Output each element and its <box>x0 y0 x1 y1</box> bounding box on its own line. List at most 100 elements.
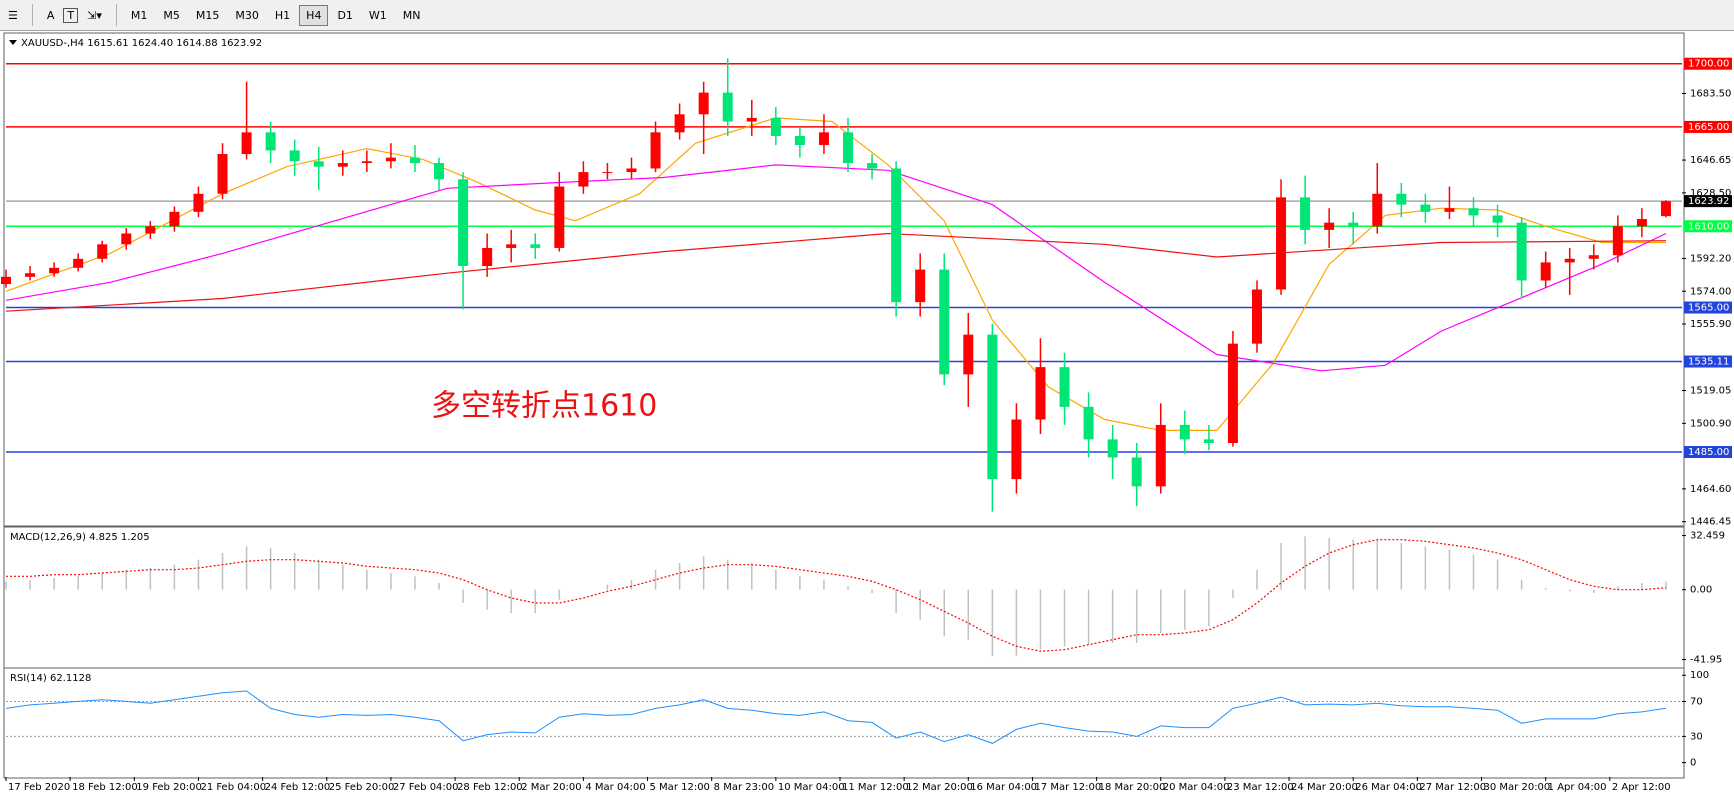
candle-body <box>25 273 36 277</box>
rsi-line <box>5 690 1667 744</box>
candle-body <box>1636 219 1647 227</box>
candle-body <box>1612 226 1623 256</box>
candle-body <box>843 132 854 164</box>
candle-body <box>530 244 541 248</box>
candle-body <box>602 172 613 174</box>
candle-body <box>626 168 637 173</box>
candle-body <box>1420 204 1431 212</box>
y-tick-label: 1628.50 <box>1690 188 1731 199</box>
macd-signal <box>6 539 1667 652</box>
candle-body <box>313 161 324 167</box>
x-tick-label: 1 Apr 04:00 <box>1548 782 1607 793</box>
x-tick-label: 5 Mar 12:00 <box>650 782 710 793</box>
candle-body <box>1083 406 1094 440</box>
candle-body <box>361 161 372 164</box>
candle-body <box>818 132 829 145</box>
label-tool[interactable]: T <box>63 7 79 23</box>
candle-body <box>674 114 685 133</box>
toolbar: ☰ A T ⇲▾ M1 M5 M15 M30 H1 H4 D1 W1 MN <box>0 0 1734 31</box>
candle-body <box>722 92 733 122</box>
shape-tool[interactable]: ⇲▾ <box>87 8 102 22</box>
timeframe-button[interactable]: M5 <box>163 8 180 22</box>
x-tick-label: 4 Mar 04:00 <box>585 782 645 793</box>
timeframe-button[interactable]: M15 <box>195 8 220 22</box>
candle-body <box>434 163 445 180</box>
timeframe-button[interactable]: W1 <box>368 8 387 22</box>
candle-body <box>554 186 565 248</box>
candle-body <box>1324 222 1335 230</box>
y-tick-label: 1446.45 <box>1690 517 1731 528</box>
candle-body <box>1011 419 1022 480</box>
pane-frame <box>3 526 1685 669</box>
candle-body <box>698 92 709 115</box>
timeframe-button[interactable]: M1 <box>130 8 148 22</box>
candle-body <box>506 244 517 248</box>
candle-body <box>265 132 276 151</box>
timeframe-button[interactable]: H1 <box>274 8 291 22</box>
menu-icon[interactable]: ☰ <box>8 8 18 22</box>
y-tick-label: 1555.90 <box>1690 319 1731 330</box>
level-label: 1565.00 <box>1688 303 1729 314</box>
candle-body <box>963 334 974 375</box>
y-tick-label: -41.95 <box>1690 655 1722 666</box>
candle-body <box>1444 208 1455 212</box>
x-tick-label: 11 Mar 12:00 <box>842 782 909 793</box>
x-tick-label: 16 Mar 04:00 <box>970 782 1037 793</box>
candle-body <box>650 132 661 169</box>
level-label-box <box>1684 220 1732 233</box>
candle-body <box>49 267 60 274</box>
candle-body <box>1540 262 1551 281</box>
candle-body <box>1372 193 1383 227</box>
x-tick-label: 24 Feb 12:00 <box>265 782 331 793</box>
level-label: 1610.00 <box>1688 221 1729 232</box>
candle-body <box>746 117 757 122</box>
candle-body <box>289 150 300 162</box>
moving-average <box>5 117 1666 431</box>
x-tick-label: 17 Mar 12:00 <box>1034 782 1101 793</box>
moving-average <box>5 232 1667 312</box>
timeframe-button[interactable]: D1 <box>337 8 353 22</box>
candle-body <box>867 163 878 169</box>
y-tick-label: 1464.60 <box>1690 484 1731 495</box>
x-tick-label: 27 Mar 12:00 <box>1419 782 1486 793</box>
candle-body <box>145 226 156 234</box>
candle-body <box>458 179 469 267</box>
level-label-box <box>1684 301 1732 314</box>
candle-body <box>385 157 396 162</box>
pane-title: XAUUSD-,H4 1615.61 1624.40 1614.88 1623.… <box>21 38 262 49</box>
x-tick-label: 18 Mar 20:00 <box>1099 782 1166 793</box>
y-tick-label: 100 <box>1690 670 1709 681</box>
candle-body <box>578 172 589 187</box>
timeframes: M1 M5 M15 M30 H1 H4 D1 W1 MN <box>123 4 429 26</box>
x-tick-label: 25 Feb 20:00 <box>329 782 395 793</box>
candle-body <box>1588 255 1599 259</box>
level-label: 1485.00 <box>1688 447 1729 458</box>
y-tick-label: 70 <box>1690 696 1703 707</box>
candle-body <box>241 132 252 155</box>
candle-body <box>1492 215 1503 223</box>
candle-body <box>1516 222 1527 281</box>
separator <box>31 4 33 26</box>
candle-body <box>1251 289 1262 344</box>
x-tick-label: 8 Mar 23:00 <box>714 782 774 793</box>
timeframe-button[interactable]: H4 <box>299 4 329 26</box>
level-label-box <box>1684 195 1732 208</box>
timeframe-button[interactable]: M30 <box>235 8 259 22</box>
timeframe-button[interactable]: MN <box>402 8 421 22</box>
candle-body <box>482 247 493 267</box>
text-tool[interactable]: A <box>46 8 55 22</box>
y-tick-label: 1592.20 <box>1690 253 1731 264</box>
candle-body <box>1276 197 1287 290</box>
candle-body <box>1660 201 1671 217</box>
candle-body <box>1059 367 1070 407</box>
moving-average <box>5 164 1667 372</box>
x-tick-label: 19 Feb 20:00 <box>136 782 202 793</box>
x-tick-label: 24 Mar 20:00 <box>1291 782 1358 793</box>
level-label: 1665.00 <box>1688 122 1729 133</box>
candle-body <box>337 163 348 167</box>
level-label: 1535.11 <box>1688 357 1729 368</box>
y-tick-label: 1519.05 <box>1690 386 1731 397</box>
candle-body <box>1564 258 1575 263</box>
x-tick-label: 20 Mar 04:00 <box>1163 782 1230 793</box>
